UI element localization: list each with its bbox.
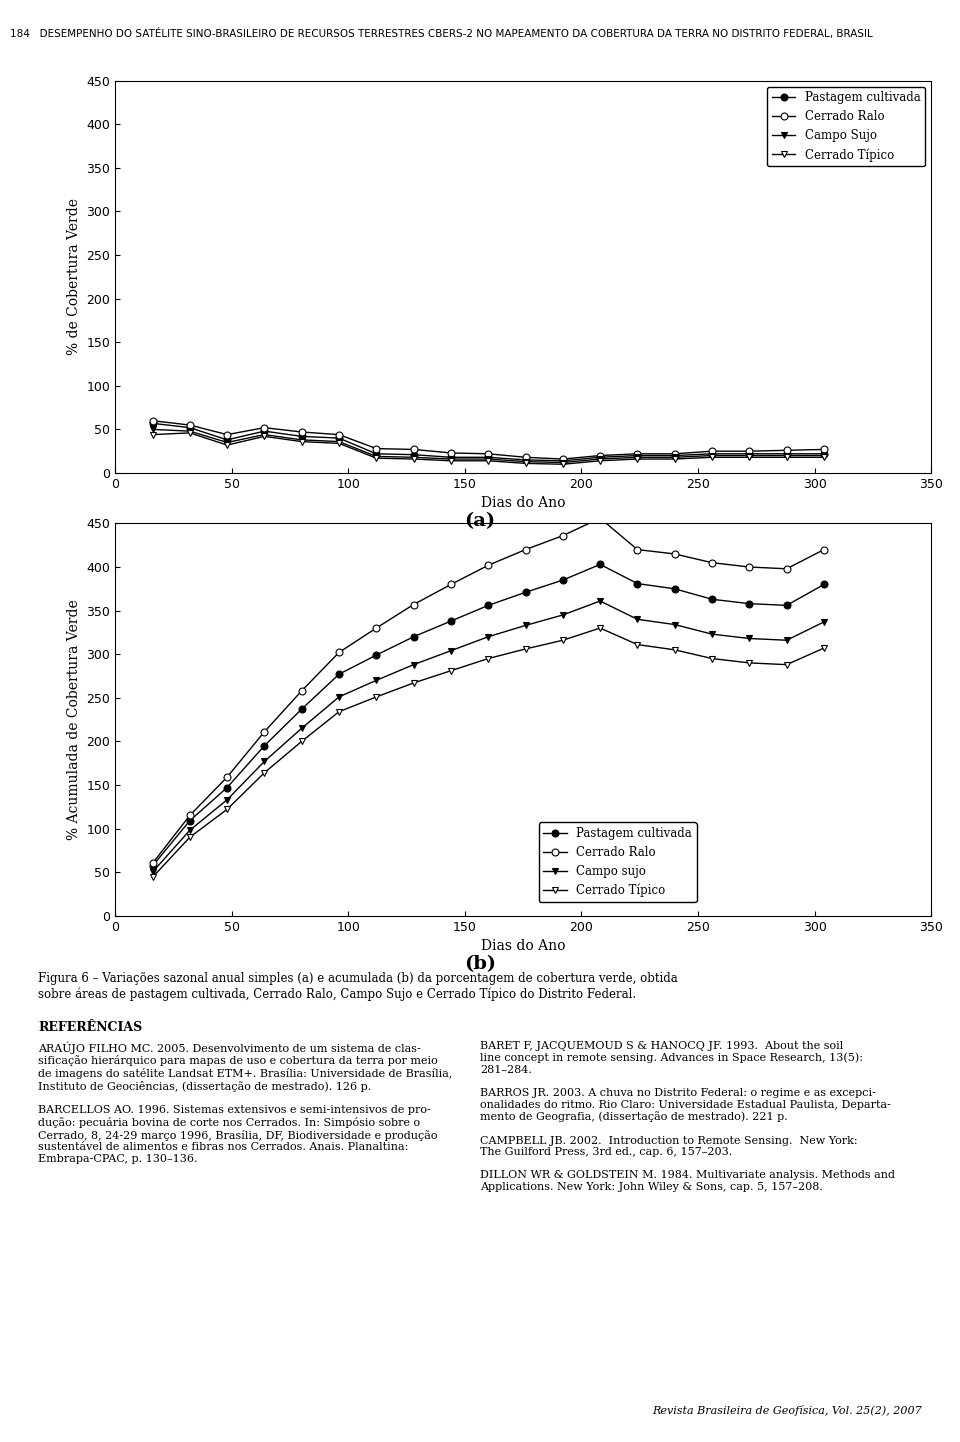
Y-axis label: % de Cobertura Verde: % de Cobertura Verde (67, 199, 81, 355)
Text: 184   DESEMPENHO DO SATÉLITE SINO-BRASILEIRO DE RECURSOS TERRESTRES CBERS-2 NO M: 184 DESEMPENHO DO SATÉLITE SINO-BRASILEI… (10, 27, 873, 39)
Text: (b): (b) (464, 955, 496, 972)
Legend: Pastagem cultivada, Cerrado Ralo, Campo Sujo, Cerrado Típico: Pastagem cultivada, Cerrado Ralo, Campo … (767, 87, 925, 166)
Text: Revista Brasileira de Geofísica, Vol. 25(2), 2007: Revista Brasileira de Geofísica, Vol. 25… (652, 1405, 922, 1416)
Text: Figura 6 – Variações sazonal anual simples (a) e acumulada (b) da porcentagem de: Figura 6 – Variações sazonal anual simpl… (38, 972, 678, 1001)
Text: ARAÚJO FILHO MC. 2005. Desenvolvimento de um sistema de clas-
sificação hierárqu: ARAÚJO FILHO MC. 2005. Desenvolvimento d… (38, 1041, 453, 1164)
X-axis label: Dias do Ano: Dias do Ano (481, 496, 565, 510)
Text: REFERÊNCIAS: REFERÊNCIAS (38, 1021, 143, 1034)
Text: BARET F, JACQUEMOUD S & HANOCQ JF. 1993.  About the soil
line concept in remote : BARET F, JACQUEMOUD S & HANOCQ JF. 1993.… (480, 1041, 895, 1193)
Text: (a): (a) (465, 512, 495, 529)
X-axis label: Dias do Ano: Dias do Ano (481, 939, 565, 953)
Legend: Pastagem cultivada, Cerrado Ralo, Campo sujo, Cerrado Típico: Pastagem cultivada, Cerrado Ralo, Campo … (539, 822, 697, 901)
Y-axis label: % Acumulada de Cobertura Verde: % Acumulada de Cobertura Verde (67, 600, 81, 839)
